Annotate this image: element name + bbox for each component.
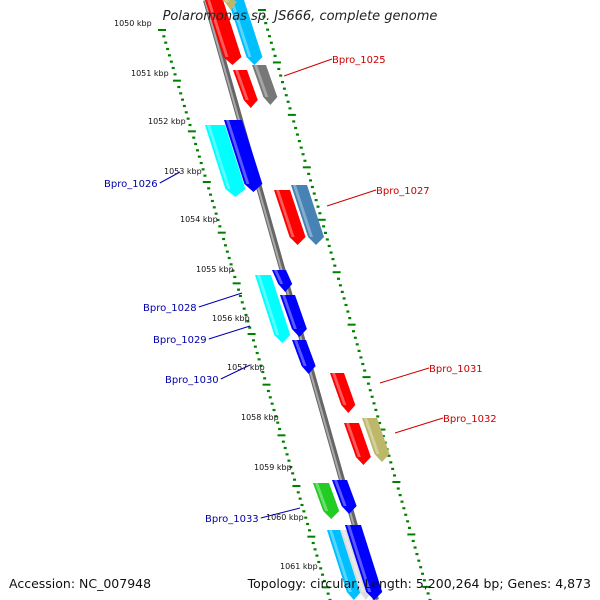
leader-line [394,417,444,434]
gene-blue-1029 [280,295,307,337]
gene-label-bpro_1032: Bpro_1032 [394,414,497,434]
gene-steel-1027 [291,185,324,245]
gene-red-1031 [330,373,356,413]
gene-name: Bpro_1026 [104,179,158,190]
gene-blue-1026 [224,120,263,192]
kbp-label: 1052 kbp [148,117,186,126]
gene-red-1025a [233,70,258,108]
gene-label-bpro_1028: Bpro_1028 [143,292,243,314]
gene-blue-1030 [292,340,316,374]
gene-label-bpro_1030: Bpro_1030 [165,364,251,386]
gene-cyan-1026 [205,125,246,197]
gene-name: Bpro_1028 [143,303,197,314]
kbp-label: 1055 kbp [196,265,234,274]
genome-title: Polaromonas sp. JS666, complete genome [162,9,438,24]
right-tick-track [258,9,432,600]
gene-features [205,0,390,600]
gene-cyan-1028 [255,275,291,343]
gene-green-1033 [313,483,340,519]
left-tick-track [158,29,332,600]
gene-name: Bpro_1032 [443,414,497,425]
gene-lightblue-bottom [327,530,361,600]
kbp-label: 1061 kbp [280,562,318,571]
leader-line [326,189,377,207]
kbp-label: 1058 kbp [241,413,279,422]
gene-name: Bpro_1033 [205,514,259,525]
gene-label-bpro_1027: Bpro_1027 [326,186,430,207]
gene-labels: Bpro_1025 Bpro_1026 Bpro_1027 Bpro_1028 Bpro… [104,55,497,525]
gene-lightblue-top [228,0,263,65]
kbp-label: 1053 kbp [164,167,202,176]
gene-blue-bottom [345,525,383,600]
gene-red-1032 [344,423,371,465]
leader-line [379,367,430,384]
leader-line [159,171,181,184]
gene-khaki-1032 [362,418,390,462]
leader-line [208,325,251,340]
gene-red-top-left [205,0,242,65]
gene-red-1027 [274,190,306,245]
kbp-label: 1050 kbp [114,19,152,28]
kbp-label: 1060 kbp [266,513,304,522]
gene-name: Bpro_1027 [376,186,430,197]
kbp-label: 1056 kbp [212,314,250,323]
kbp-label: 1059 kbp [254,463,292,472]
leader-line [198,292,243,308]
leader-line [220,364,251,380]
gene-name: Bpro_1030 [165,375,219,386]
leader-line [283,58,333,77]
kbp-labels: 1050 kbp 1051 kbp 1052 kbp 1053 kbp 1054 kbp… [114,19,318,571]
gene-name: Bpro_1031 [429,364,483,375]
gene-label-bpro_1033: Bpro_1033 [205,507,301,525]
gene-blue-1033 [332,480,357,514]
genome-summary: Topology: circular; Length: 5,200,264 bp… [247,576,591,591]
gene-label-bpro_1029: Bpro_1029 [153,325,251,346]
gene-name: Bpro_1029 [153,335,207,346]
gene-label-bpro_1025: Bpro_1025 [283,55,386,77]
accession-label: Accession: NC_007948 [9,576,152,591]
gene-blue-1028 [272,270,293,292]
kbp-label: 1054 kbp [180,215,218,224]
gene-label-bpro_1031: Bpro_1031 [379,364,483,384]
kbp-label: 1051 kbp [131,69,169,78]
gene-khaki-top [222,0,237,10]
leader-line [260,507,301,519]
gene-label-bpro_1026: Bpro_1026 [104,171,181,190]
gene-gray-1025 [252,65,278,105]
gene-name: Bpro_1025 [332,55,386,66]
